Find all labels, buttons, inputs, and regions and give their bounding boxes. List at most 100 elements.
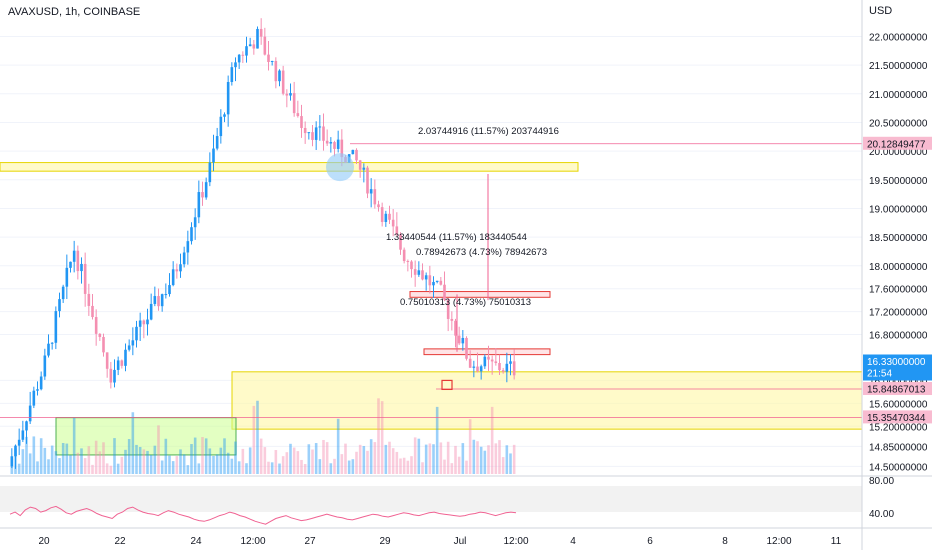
measure-label: 2.03744916 (11.57%) 203744916 — [418, 126, 559, 137]
volume-bar — [241, 448, 245, 474]
volume-bar — [406, 460, 410, 474]
candle-body — [340, 139, 344, 158]
candle-body — [432, 281, 435, 286]
volume-bar — [351, 459, 355, 474]
candle-body — [263, 36, 267, 55]
rsi-pane — [0, 475, 932, 525]
currency-label: USD — [869, 5, 893, 17]
volume-bar — [399, 458, 402, 474]
y-tick-label: 17.60000000 — [869, 285, 928, 296]
candle-body — [223, 114, 226, 117]
candle-body — [498, 363, 501, 371]
y-tick-label: 15.60000000 — [869, 399, 928, 410]
volume-bar — [461, 443, 465, 474]
candle-body — [267, 54, 270, 62]
volume-bar — [369, 439, 373, 474]
candle-body — [190, 227, 193, 242]
volume-bar — [256, 400, 259, 474]
volume-bars — [10, 398, 516, 474]
rsi-band — [0, 486, 862, 512]
candle-body — [285, 93, 289, 96]
candle-body — [131, 340, 135, 346]
candle-body — [135, 326, 138, 341]
candle-body — [377, 204, 380, 208]
volume-bar — [32, 436, 36, 474]
candle-body — [28, 405, 32, 422]
volume-bar — [421, 462, 424, 474]
volume-bar — [61, 443, 65, 474]
volume-bar — [25, 436, 28, 474]
candle-body — [39, 376, 43, 390]
candle-body — [248, 44, 252, 47]
candle-body — [314, 127, 318, 140]
yellow-zone — [0, 162, 579, 172]
volume-bar — [483, 450, 487, 474]
candle-body — [54, 311, 58, 343]
volume-bar — [58, 458, 61, 474]
volume-bar — [395, 451, 399, 474]
volume-bar — [127, 439, 131, 474]
volume-bar — [245, 463, 248, 474]
volume-bar — [230, 458, 234, 474]
volume-bar — [479, 446, 483, 474]
volume-bar — [329, 463, 333, 474]
candle-body — [50, 342, 54, 344]
x-tick-label: 6 — [647, 536, 653, 547]
candle-body — [36, 389, 39, 391]
volume-bar — [102, 442, 105, 474]
volume-bar — [17, 463, 21, 474]
candle-body — [329, 142, 333, 144]
volume-bar — [201, 437, 204, 474]
candle-body — [201, 192, 204, 198]
symbol-title: AVAXUSD, 1h, COINBASE — [6, 5, 143, 19]
x-tick-label: 12:00 — [766, 536, 791, 547]
candle-body — [468, 358, 472, 368]
zones-layer — [0, 162, 863, 456]
volume-bar — [285, 452, 289, 474]
candle-body — [215, 136, 219, 149]
volume-bar — [135, 444, 138, 474]
candle-body — [256, 28, 259, 49]
candle-body — [413, 269, 417, 275]
y-tick-label: 14.50000000 — [869, 462, 928, 473]
volume-bar — [164, 438, 168, 474]
candle-body — [237, 54, 241, 63]
y-tick-label: 21.00000000 — [869, 90, 928, 101]
x-tick-label: 20 — [38, 536, 50, 547]
candle-body — [443, 284, 446, 300]
volume-bar — [267, 461, 270, 474]
candle-body — [234, 62, 237, 68]
volume-bar — [336, 418, 340, 474]
volume-bar — [362, 446, 366, 474]
volume-bar — [168, 455, 171, 474]
candle-body — [259, 28, 263, 37]
candle-body — [69, 261, 72, 268]
candle-body — [149, 303, 153, 320]
candle-body — [278, 70, 281, 82]
volume-bar — [179, 449, 182, 474]
candle-body — [274, 60, 278, 82]
volume-bar — [50, 445, 54, 474]
volume-bar — [47, 459, 50, 474]
candle-body — [120, 360, 124, 366]
candle-body — [193, 217, 197, 228]
candle-body — [10, 456, 14, 467]
volume-bar — [153, 445, 157, 474]
volume-bar — [512, 444, 516, 474]
volume-bar — [278, 463, 281, 474]
volume-bar — [113, 438, 116, 474]
volume-bar — [171, 461, 175, 474]
volume-bar — [219, 447, 223, 474]
volume-bar — [358, 444, 362, 474]
volume-bar — [446, 441, 450, 474]
volume-bar — [270, 462, 274, 474]
candle-body — [226, 81, 230, 115]
candle-body — [336, 139, 340, 149]
volume-bar — [116, 463, 120, 474]
highlight-circle — [326, 153, 354, 182]
x-tick-label: 11 — [831, 536, 842, 547]
volume-bar — [424, 444, 428, 474]
candle-body — [204, 182, 208, 198]
volume-bar — [472, 439, 476, 474]
